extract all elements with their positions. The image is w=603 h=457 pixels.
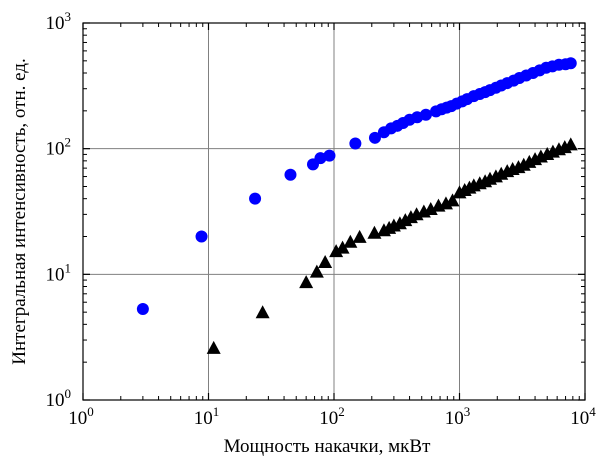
x-tick-label: 103 (445, 404, 471, 429)
x-axis-title: Мощность накачки, мкВт (224, 436, 431, 457)
data-point-circle (323, 149, 336, 162)
data-point-triangle (423, 201, 438, 215)
data-point-triangle (343, 234, 358, 248)
data-point-circle (195, 230, 208, 243)
x-tick-labels: 100 101 102 103 104 (68, 404, 596, 429)
data-point-triangle (318, 254, 333, 268)
data-point-triangle (445, 193, 460, 207)
data-point-triangle (329, 244, 344, 258)
data-point-triangle (206, 340, 221, 354)
y-tick-labels: 100 101 102 103 (46, 9, 72, 411)
data-point-circle (284, 168, 297, 181)
data-point-circle (314, 152, 327, 165)
data-point-circle (564, 57, 577, 70)
data-point-circle (249, 192, 262, 205)
data-series (136, 57, 578, 354)
axis-ticks (82, 22, 586, 401)
x-tick-label: 100 (68, 404, 94, 429)
y-tick-label: 101 (46, 260, 72, 285)
data-point-circle (349, 137, 362, 150)
y-axis-title: Интегральная интенсивность, отн. ед. (9, 58, 30, 364)
x-tick-label: 101 (194, 404, 220, 429)
data-point-triangle (563, 137, 578, 151)
y-tick-label: 100 (46, 386, 72, 411)
data-point-circle (419, 108, 432, 121)
grid-lines (83, 23, 585, 400)
x-tick-label: 102 (319, 404, 345, 429)
data-point-triangle (255, 305, 270, 319)
x-tick-label: 104 (570, 404, 596, 429)
data-point-circle (136, 302, 149, 315)
y-tick-label: 103 (46, 9, 72, 34)
data-point-triangle (352, 229, 367, 243)
data-point-triangle (335, 240, 350, 254)
data-point-triangle (309, 264, 324, 278)
data-point-circle (368, 131, 381, 144)
series-1 (136, 57, 577, 315)
y-tick-label: 102 (46, 135, 72, 160)
data-point-triangle (299, 275, 314, 289)
series-2 (206, 137, 578, 354)
